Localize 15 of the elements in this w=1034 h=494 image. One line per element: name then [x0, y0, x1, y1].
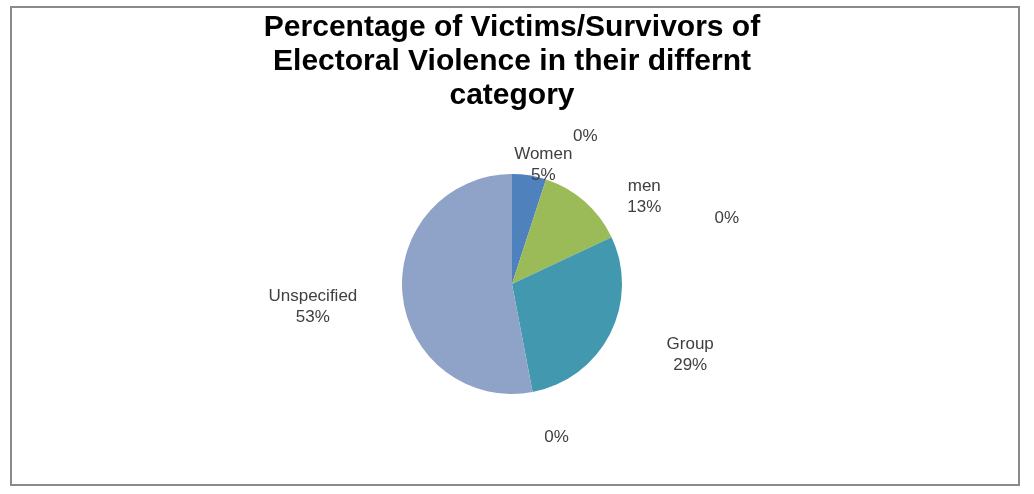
data-label: 5% [531, 165, 556, 185]
pie-slice [402, 174, 533, 394]
chart-title: Percentage of Victims/Survivors of Electoral Violence in their differnt category [263, 9, 762, 110]
text: 0% [573, 125, 598, 145]
slice-label: Unspecified [268, 286, 358, 306]
data-label: 53% [295, 307, 330, 327]
data-label: 29% [673, 354, 708, 374]
slice-label: Group [666, 333, 714, 353]
slice-label: Women [514, 144, 573, 164]
pie-slice [512, 237, 622, 393]
text: 0% [544, 427, 569, 447]
pie-slice [512, 179, 612, 284]
slice-label: men [627, 175, 661, 195]
text: 0% [714, 207, 740, 227]
data-label: 13% [627, 196, 662, 216]
